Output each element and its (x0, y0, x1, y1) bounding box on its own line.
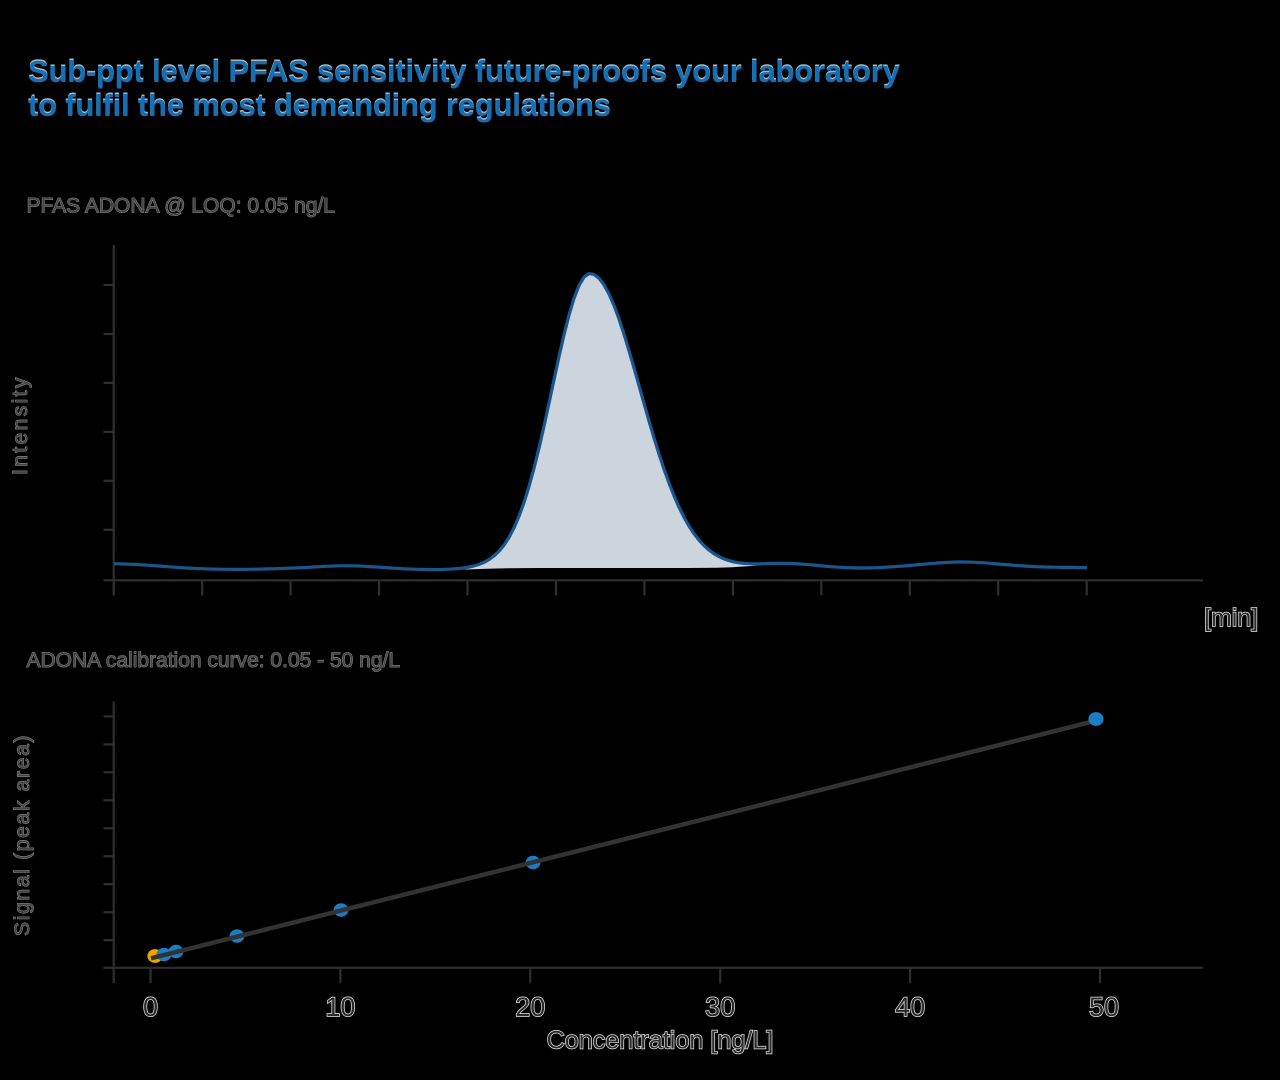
svg-text:50: 50 (1089, 992, 1119, 1022)
svg-text:30: 30 (705, 992, 735, 1022)
svg-text:20: 20 (515, 992, 545, 1022)
svg-text:Intensity: Intensity (9, 375, 32, 475)
svg-text:Concentration [ng/L]: Concentration [ng/L] (547, 1027, 774, 1055)
svg-text:ADONA calibration curve: 0.05: ADONA calibration curve: 0.05 - 50 ng/L (27, 649, 401, 672)
svg-text:Signal (peak area): Signal (peak area) (11, 734, 34, 936)
svg-text:10: 10 (325, 992, 355, 1022)
svg-text:0: 0 (143, 992, 158, 1022)
svg-text:[min]: [min] (1204, 604, 1258, 632)
svg-text:PFAS ADONA @ LOQ: 0.05 ng/L: PFAS ADONA @ LOQ: 0.05 ng/L (27, 195, 335, 218)
svg-text:40: 40 (895, 992, 925, 1022)
